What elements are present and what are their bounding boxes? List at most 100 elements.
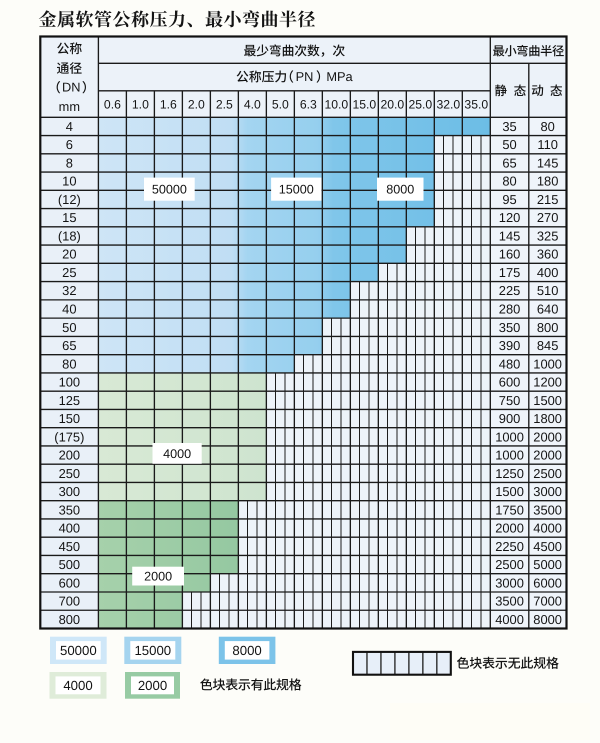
svg-text:5000: 5000 (533, 557, 562, 572)
svg-text:8000: 8000 (386, 183, 414, 197)
svg-text:2000: 2000 (533, 429, 562, 444)
svg-text:200: 200 (59, 448, 81, 463)
svg-text:6.3: 6.3 (300, 97, 317, 111)
svg-text:3000: 3000 (533, 484, 562, 499)
svg-text:6: 6 (66, 137, 73, 152)
svg-text:400: 400 (537, 265, 559, 280)
svg-text:6000: 6000 (533, 575, 562, 590)
svg-text:2.5: 2.5 (216, 97, 233, 111)
svg-text:390: 390 (499, 338, 521, 353)
svg-text:80: 80 (540, 119, 554, 134)
svg-text:25: 25 (62, 265, 76, 280)
svg-text:300: 300 (59, 484, 81, 499)
svg-text:4.0: 4.0 (244, 97, 261, 111)
svg-text:10.0: 10.0 (324, 97, 348, 111)
svg-text:1750: 1750 (495, 502, 524, 517)
svg-text:3000: 3000 (495, 575, 524, 590)
svg-text:95: 95 (502, 192, 516, 207)
svg-text:280: 280 (499, 302, 521, 317)
svg-text:DN: DN (62, 80, 80, 95)
svg-text:1000: 1000 (495, 448, 524, 463)
svg-text:1000: 1000 (495, 429, 524, 444)
svg-text:2000: 2000 (533, 448, 562, 463)
svg-text:800: 800 (59, 612, 81, 627)
svg-text:110: 110 (537, 137, 558, 152)
svg-text:50000: 50000 (152, 183, 187, 197)
svg-text:450: 450 (59, 539, 81, 554)
svg-text:15.0: 15.0 (352, 97, 376, 111)
svg-text:4: 4 (66, 119, 73, 134)
svg-text:350: 350 (59, 502, 81, 517)
svg-text:700: 700 (59, 594, 81, 609)
svg-text:4000: 4000 (495, 612, 524, 627)
svg-text:1250: 1250 (495, 466, 524, 481)
svg-text:2000: 2000 (144, 570, 172, 584)
svg-text:3500: 3500 (495, 594, 524, 609)
svg-text:3500: 3500 (533, 502, 562, 517)
svg-text:40: 40 (62, 302, 76, 317)
svg-text:1200: 1200 (533, 375, 562, 390)
svg-text:1.0: 1.0 (132, 97, 149, 111)
svg-text:2000: 2000 (495, 521, 524, 536)
svg-text:100: 100 (59, 375, 81, 390)
svg-text:270: 270 (537, 210, 559, 225)
svg-text:2500: 2500 (495, 557, 524, 572)
svg-text:15000: 15000 (134, 643, 171, 658)
svg-text:25.0: 25.0 (408, 97, 432, 111)
svg-text:640: 640 (537, 302, 559, 317)
svg-text:(18): (18) (58, 228, 81, 243)
svg-text:PN: PN (296, 69, 314, 84)
svg-text:145: 145 (499, 228, 521, 243)
svg-text:350: 350 (499, 320, 521, 335)
svg-text:500: 500 (59, 557, 81, 572)
svg-text:15000: 15000 (279, 183, 314, 197)
svg-text:35: 35 (502, 119, 516, 134)
svg-text:50: 50 (502, 137, 516, 152)
svg-text:(175): (175) (54, 429, 84, 444)
svg-text:325: 325 (537, 228, 559, 243)
svg-text:2.0: 2.0 (188, 97, 205, 111)
svg-text:8000: 8000 (232, 643, 261, 658)
svg-text:150: 150 (59, 411, 81, 426)
svg-text:180: 180 (537, 174, 559, 189)
svg-text:7000: 7000 (533, 594, 562, 609)
svg-text:65: 65 (62, 338, 76, 353)
svg-text:50: 50 (62, 320, 76, 335)
svg-text:225: 225 (499, 283, 521, 298)
svg-text:2000: 2000 (138, 678, 167, 693)
svg-text:15: 15 (62, 210, 76, 225)
svg-text:mm: mm (59, 99, 80, 114)
svg-text:(12): (12) (58, 192, 81, 207)
svg-text:360: 360 (537, 247, 559, 262)
svg-text:20.0: 20.0 (380, 97, 404, 111)
svg-text:32.0: 32.0 (436, 97, 460, 111)
svg-text:8: 8 (66, 155, 73, 170)
svg-text:4000: 4000 (533, 521, 562, 536)
svg-text:35.0: 35.0 (464, 97, 488, 111)
svg-text:600: 600 (59, 575, 81, 590)
svg-text:1500: 1500 (533, 393, 562, 408)
svg-text:215: 215 (537, 192, 559, 207)
svg-text:600: 600 (499, 375, 521, 390)
svg-text:510: 510 (537, 283, 559, 298)
svg-text:1.6: 1.6 (160, 97, 177, 111)
svg-text:4000: 4000 (63, 678, 92, 693)
svg-text:175: 175 (499, 265, 521, 280)
svg-text:125: 125 (59, 393, 81, 408)
svg-text:0.6: 0.6 (104, 97, 121, 111)
svg-text:10: 10 (62, 174, 76, 189)
svg-text:750: 750 (499, 393, 521, 408)
svg-text:32: 32 (62, 283, 76, 298)
svg-text:145: 145 (537, 155, 559, 170)
svg-text:2500: 2500 (533, 466, 562, 481)
svg-text:80: 80 (502, 174, 516, 189)
svg-text:65: 65 (502, 155, 516, 170)
svg-text:5.0: 5.0 (272, 97, 289, 111)
svg-text:8000: 8000 (533, 612, 562, 627)
svg-text:900: 900 (499, 411, 521, 426)
svg-text:50000: 50000 (60, 643, 97, 658)
svg-text:120: 120 (499, 210, 521, 225)
svg-text:4500: 4500 (533, 539, 562, 554)
svg-text:4000: 4000 (163, 447, 191, 461)
svg-text:845: 845 (537, 338, 559, 353)
